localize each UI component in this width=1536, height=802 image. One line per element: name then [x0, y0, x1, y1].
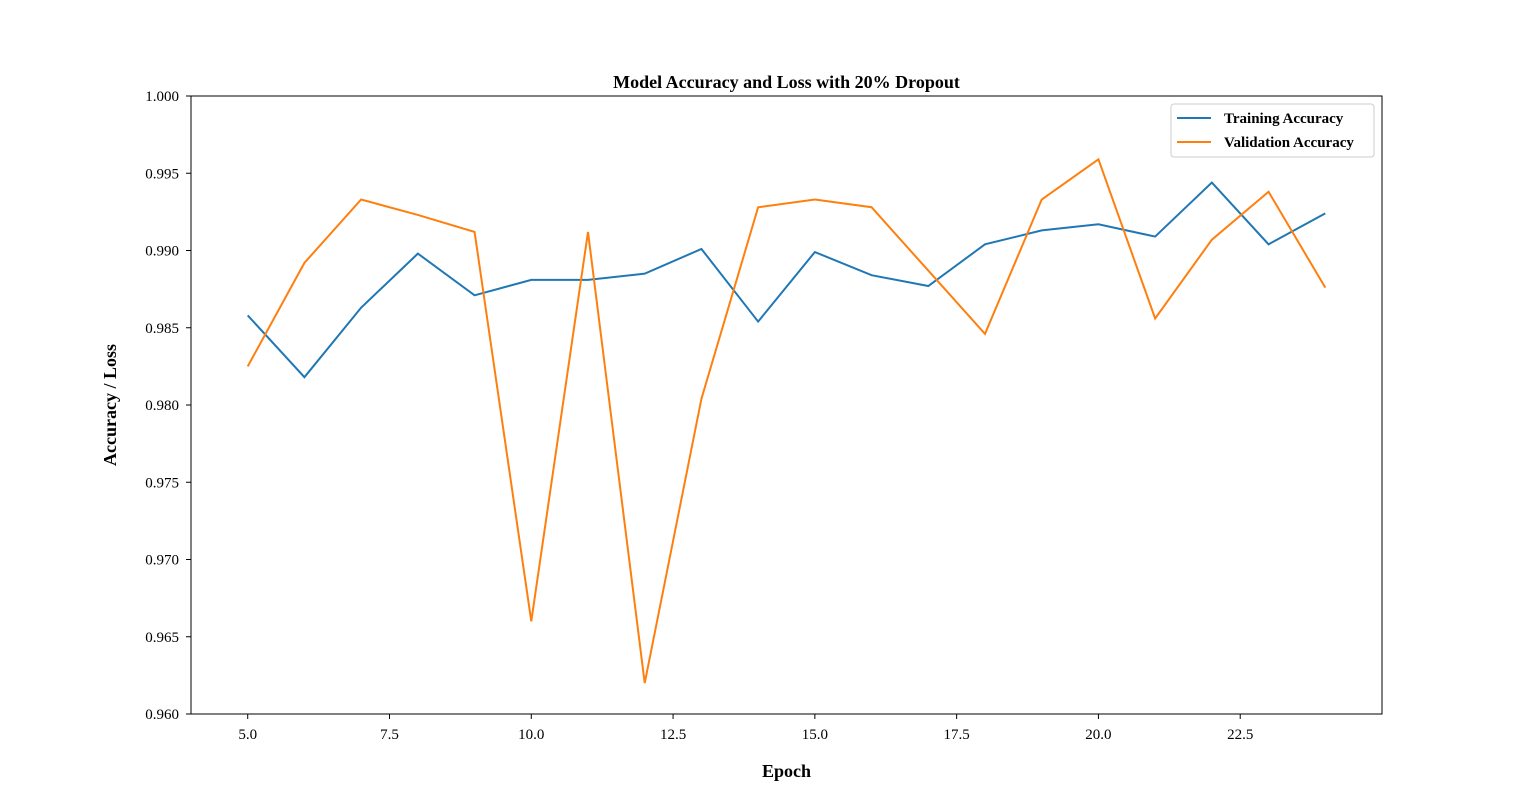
data-point-training-accuracy [871, 274, 873, 276]
x-tick-label: 17.5 [944, 727, 970, 743]
legend-label-training-accuracy: Training Accuracy [1224, 111, 1344, 127]
data-point-training-accuracy [1154, 236, 1156, 238]
data-point-training-accuracy [1268, 243, 1270, 245]
x-axis-title: Epoch [762, 761, 811, 781]
legend-label-validation-accuracy: Validation Accuracy [1224, 135, 1354, 151]
data-point-training-accuracy [814, 251, 816, 253]
data-point-training-accuracy [1041, 229, 1043, 231]
x-axis: 5.0 7.5 10.0 12.5 15.0 17.5 20.0 22.5 [238, 714, 1253, 743]
x-tick-label: 15.0 [802, 727, 828, 743]
legend-box [1170, 103, 1375, 158]
data-point-validation-accuracy [1097, 158, 1099, 160]
x-tick-label: 7.5 [380, 727, 399, 743]
data-point-training-accuracy [1324, 212, 1326, 214]
data-point-training-accuracy [587, 279, 589, 281]
data-point-validation-accuracy [1154, 317, 1156, 319]
data-point-validation-accuracy [1041, 199, 1043, 201]
legend: Training Accuracy Validation Accuracy [1170, 103, 1375, 158]
data-point-validation-accuracy [587, 231, 589, 233]
data-point-validation-accuracy [984, 333, 986, 335]
data-point-training-accuracy [927, 285, 929, 287]
data-point-validation-accuracy [1211, 239, 1213, 241]
data-point-training-accuracy [644, 273, 646, 275]
chart-title: Model Accuracy and Loss with 20% Dropout [613, 72, 960, 92]
series-layer [246, 157, 1327, 684]
data-point-training-accuracy [360, 307, 362, 309]
data-point-validation-accuracy [1324, 287, 1326, 289]
series-line-training-accuracy [246, 181, 1326, 379]
data-point-validation-accuracy [247, 365, 249, 367]
data-point-training-accuracy [1211, 182, 1213, 184]
data-point-validation-accuracy [927, 270, 929, 272]
x-tick-label: 12.5 [660, 727, 686, 743]
y-tick-label: 0.990 [145, 244, 179, 260]
data-point-training-accuracy [303, 376, 305, 378]
y-tick-label: 0.970 [145, 553, 179, 569]
data-point-validation-accuracy [530, 620, 532, 622]
y-axis: 0.960 0.965 0.970 0.975 0.980 0.985 0.990 0.995… [145, 89, 191, 723]
data-point-training-accuracy [247, 314, 249, 316]
data-point-validation-accuracy [871, 206, 873, 208]
data-point-training-accuracy [1097, 223, 1099, 225]
y-tick-label: 0.975 [145, 475, 179, 491]
data-point-validation-accuracy [757, 206, 759, 208]
data-point-validation-accuracy [644, 682, 646, 684]
y-tick-label: 0.960 [145, 707, 179, 723]
plot-frame [190, 95, 1383, 715]
data-point-validation-accuracy [814, 199, 816, 201]
y-axis-title: Accuracy / Loss [100, 344, 120, 466]
data-point-validation-accuracy [474, 231, 476, 233]
data-point-training-accuracy [700, 248, 702, 250]
data-point-validation-accuracy [700, 398, 702, 400]
y-tick-label: 0.995 [145, 166, 179, 182]
y-tick-label: 1.000 [145, 89, 179, 105]
x-tick-label: 22.5 [1227, 727, 1253, 743]
y-tick-label: 0.965 [145, 630, 179, 646]
data-point-training-accuracy [984, 243, 986, 245]
data-point-training-accuracy [474, 294, 476, 296]
data-point-validation-accuracy [1268, 191, 1270, 193]
data-point-validation-accuracy [303, 262, 305, 264]
data-point-training-accuracy [417, 253, 419, 255]
x-tick-label: 10.0 [518, 727, 544, 743]
data-point-training-accuracy [757, 321, 759, 323]
data-point-training-accuracy [530, 279, 532, 281]
series-line-validation-accuracy [246, 157, 1327, 684]
y-tick-label: 0.985 [145, 321, 179, 337]
x-tick-label: 20.0 [1085, 727, 1111, 743]
data-point-validation-accuracy [360, 199, 362, 201]
data-point-validation-accuracy [417, 214, 419, 216]
x-tick-label: 5.0 [238, 727, 257, 743]
y-tick-label: 0.980 [145, 398, 179, 414]
